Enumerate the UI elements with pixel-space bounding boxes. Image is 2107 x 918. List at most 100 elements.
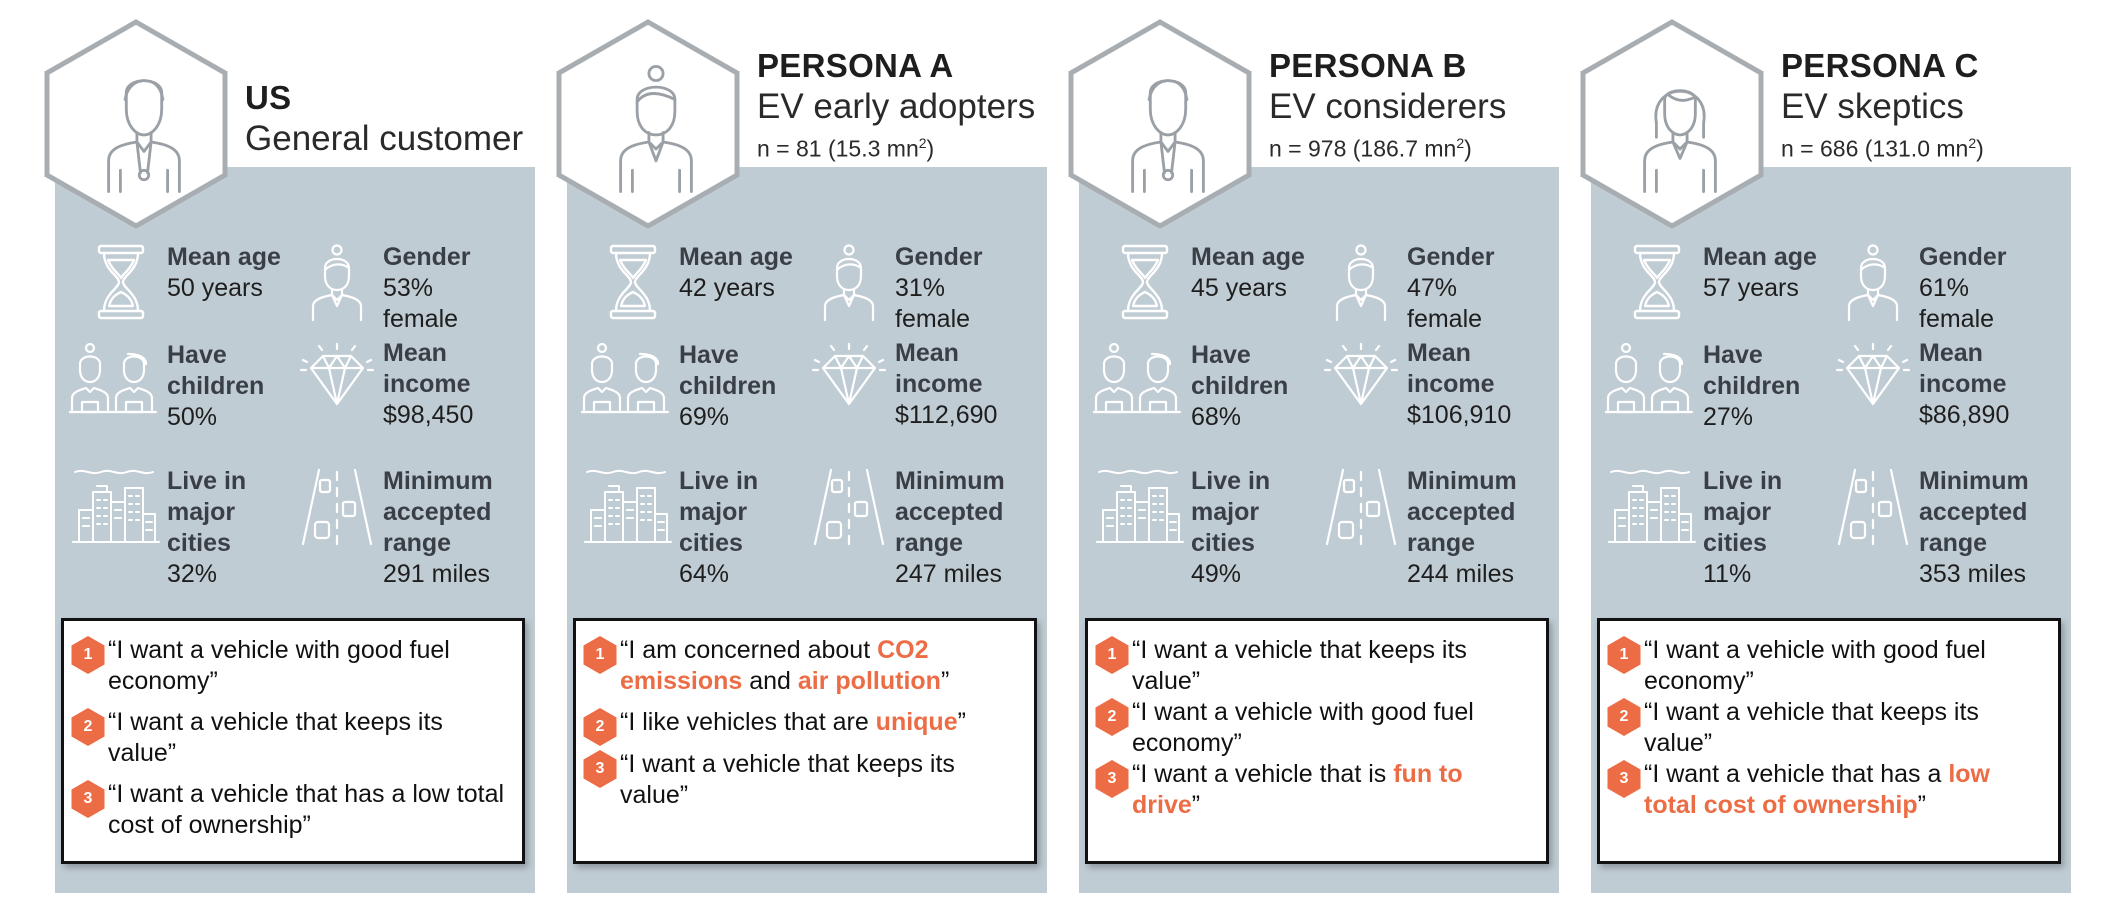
stat-value: 69%: [679, 403, 730, 431]
stat-label: accepted: [1919, 498, 2028, 526]
male-avatar-icon: [85, 64, 203, 194]
quote-fragment: “I want a vehicle with good fuel economy…: [108, 636, 450, 695]
stat-value: $112,690: [895, 401, 998, 429]
quote-fragment: ”: [957, 708, 966, 736]
quote-text: “I want a vehicle that keeps its value”: [620, 749, 1020, 811]
stat-label: Have: [167, 341, 227, 369]
stat-label: Gender: [1919, 243, 2007, 271]
segment-name: EV skeptics: [1781, 87, 1964, 126]
stat-label: Gender: [1407, 243, 1495, 271]
sample-size-text: n = 978 (186.7 mn: [1269, 135, 1457, 162]
quote-fragment: “I want a vehicle that keeps its value”: [1644, 698, 1979, 757]
card-kicker: PERSONA C: [1781, 47, 1979, 84]
person-icon: [1833, 242, 1913, 322]
stat-label: range: [383, 529, 452, 557]
number-badge: 3: [1092, 759, 1132, 799]
stat-label: major: [167, 498, 236, 526]
stat-label: cities: [1703, 529, 1767, 557]
card-header: PERSONA A EV early adopters n = 81 (15.3…: [757, 46, 1035, 164]
card-header: PERSONA C EV skeptics n = 686 (131.0 mn2…: [1781, 46, 1984, 164]
stat-label: children: [1703, 372, 1801, 400]
stat-label: accepted: [895, 498, 1004, 526]
quotes-box: 1 “I want a vehicle that keeps its value…: [1085, 618, 1549, 864]
badge-number: 1: [1619, 646, 1629, 663]
children-icon: [67, 340, 159, 420]
badge-number: 2: [1619, 708, 1629, 725]
stat-label: Mean: [383, 339, 447, 367]
road-icon: [297, 466, 377, 546]
persona-card-a: PERSONA A EV early adopters n = 81 (15.3…: [567, 0, 1047, 918]
badge-number: 3: [1107, 770, 1117, 787]
stat-value: 53% female: [383, 274, 459, 333]
quote-fragment: and: [742, 667, 798, 695]
quote-fragment: ”: [940, 667, 950, 695]
segment-name: EV considerers: [1269, 87, 1507, 126]
stat-value: 50%: [167, 403, 218, 431]
stat-label: Live in: [679, 467, 759, 495]
stat-value: 42 years: [679, 274, 775, 302]
quote-fragment: ”: [1917, 791, 1926, 819]
card-kicker: US: [245, 79, 292, 116]
stat-value: 49%: [1191, 560, 1242, 588]
quote-fragment: “I want a vehicle that is: [1132, 760, 1394, 788]
quote-highlight: fun to drive: [1132, 760, 1463, 819]
road-icon: [1321, 466, 1401, 546]
stat-label: Have: [1191, 341, 1251, 369]
quote-fragment: “I want a vehicle that keeps its value”: [620, 750, 955, 809]
stat-label: range: [895, 529, 964, 557]
number-badge: 3: [580, 749, 620, 789]
quote-text: “I want a vehicle with good fuel economy…: [108, 635, 508, 697]
stat-label: Gender: [383, 243, 471, 271]
badge-number: 3: [83, 790, 93, 807]
stat-label: cities: [1191, 529, 1255, 557]
stat-label: Mean age: [1703, 243, 1817, 271]
stat-value: 64%: [679, 560, 730, 588]
city-icon: [583, 466, 673, 546]
diamond-icon: [1321, 338, 1401, 418]
stat-value: 50 years: [167, 274, 263, 302]
badge-number: 2: [83, 718, 93, 735]
number-badge: 2: [1092, 697, 1132, 737]
quote-highlight: low total cost of ownership: [1644, 760, 1991, 819]
sample-size-text: n = 686 (131.0 mn: [1781, 135, 1969, 162]
stat-value: 47% female: [1407, 274, 1483, 333]
card-header: US General customer: [245, 78, 523, 160]
stat-label: Mean age: [167, 243, 281, 271]
persona-card-us: US General customer Mean age 50 years Gen…: [55, 0, 535, 918]
badge-number: 3: [1619, 770, 1629, 787]
hourglass-icon: [81, 242, 161, 322]
stat-label: major: [1191, 498, 1260, 526]
female-avatar-icon: [1621, 64, 1739, 194]
stat-label: Mean: [895, 339, 959, 367]
road-icon: [809, 466, 889, 546]
stat-value: 31% female: [895, 274, 971, 333]
number-badge: 1: [1604, 635, 1644, 675]
badge-number: 1: [83, 646, 93, 663]
stat-label: major: [1703, 498, 1772, 526]
male-avatar-icon: [1109, 64, 1227, 194]
stat-label: Mean: [1407, 339, 1471, 367]
persona-card-c: PERSONA C EV skeptics n = 686 (131.0 mn2…: [1591, 0, 2071, 918]
city-icon: [1095, 466, 1185, 546]
segment-name: EV early adopters: [757, 87, 1036, 126]
number-badge: 3: [1604, 759, 1644, 799]
sample-size: n = 686 (131.0 mn2): [1781, 128, 1984, 164]
stat-value: $86,890: [1919, 401, 2010, 429]
stat-label: children: [1191, 372, 1289, 400]
stat-value: $106,910: [1407, 401, 1512, 429]
quote-text: “I want a vehicle that keeps its value”: [1132, 635, 1532, 697]
sample-size-sup: 2: [1456, 135, 1465, 151]
number-badge: 3: [68, 779, 108, 819]
stat-label: Mean age: [1191, 243, 1305, 271]
quote-text: “I want a vehicle that has a low total c…: [108, 779, 508, 841]
stat-label: accepted: [383, 498, 492, 526]
stat-label: Minimum: [895, 467, 1005, 495]
persona-card-b: PERSONA B EV considerers n = 978 (186.7 …: [1079, 0, 1559, 918]
stat-label: children: [167, 372, 265, 400]
stat-label: range: [1919, 529, 1988, 557]
quote-text: “I like vehicles that are unique”: [620, 707, 1020, 738]
stat-label: Live in: [1191, 467, 1271, 495]
quotes-box: 1 “I am concerned about CO2 emissions an…: [573, 618, 1037, 864]
card-header: PERSONA B EV considerers n = 978 (186.7 …: [1269, 46, 1506, 164]
quote-fragment: “I like vehicles that are: [620, 708, 876, 736]
